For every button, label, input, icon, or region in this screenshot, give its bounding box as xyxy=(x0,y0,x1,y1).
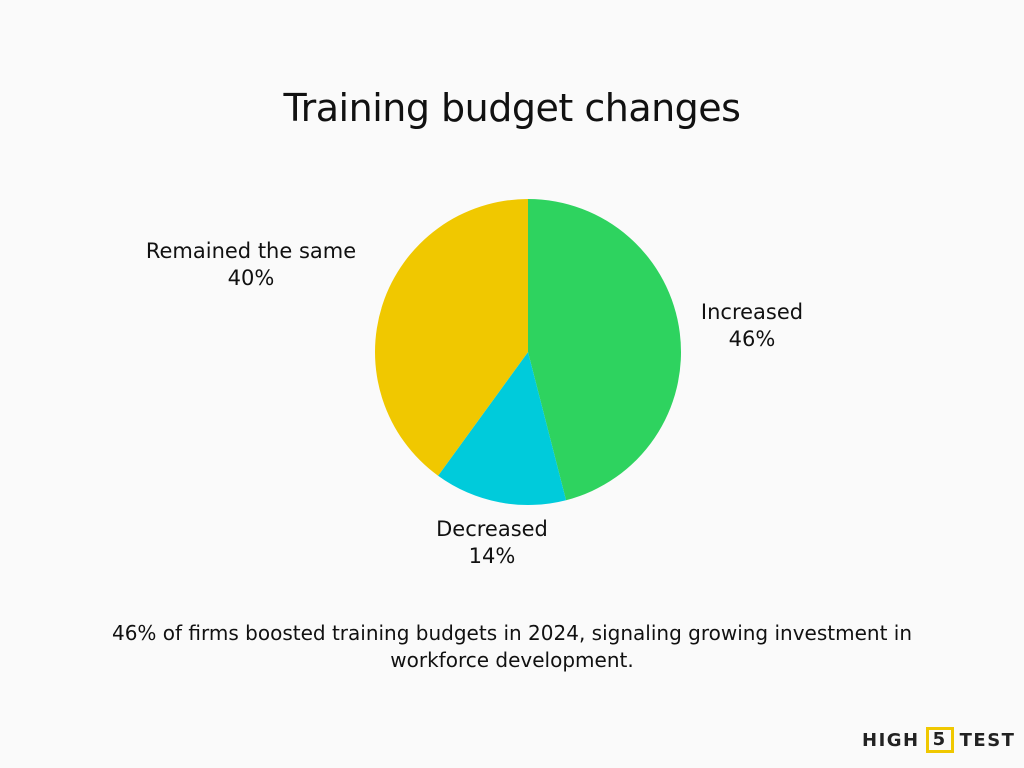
logo-box: 5 xyxy=(925,727,954,753)
logo: HIGH 5 TEST xyxy=(862,727,1015,753)
chart-title: Training budget changes xyxy=(283,86,741,130)
pie-slice-remained-the-same xyxy=(375,199,528,476)
pie-slice-increased xyxy=(528,199,682,501)
slice-label-name: Decreased xyxy=(436,517,548,541)
slice-label-decreased: Decreased 14% xyxy=(436,516,548,570)
logo-text-left: HIGH xyxy=(862,729,920,751)
slice-label-value: 14% xyxy=(468,544,516,568)
caption: 46% of firms boosted training budgets in… xyxy=(111,621,913,672)
slice-label-value: 46% xyxy=(728,327,776,351)
slice-label-name: Remained the same xyxy=(145,239,357,263)
slice-label-value: 40% xyxy=(227,266,275,290)
pie-slice-decreased xyxy=(438,352,567,505)
slice-label-name: Increased xyxy=(700,300,804,324)
slice-label-remained: Remained the same 40% xyxy=(146,238,356,292)
logo-text-right: TEST xyxy=(959,729,1016,751)
slice-label-increased: Increased 46% xyxy=(701,299,803,353)
